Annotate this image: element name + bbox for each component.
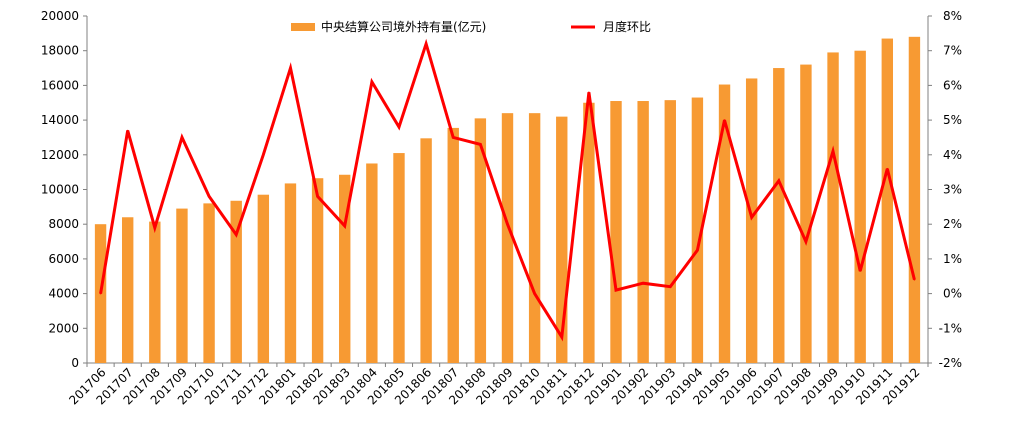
line-point: [832, 150, 834, 153]
left-tick-label: 8000: [48, 217, 79, 231]
line-point: [371, 81, 373, 83]
left-tick-label: 16000: [41, 78, 79, 92]
bar: [393, 153, 405, 363]
bar: [583, 102, 595, 363]
right-tick-label: 5%: [943, 113, 962, 127]
bar: [827, 52, 839, 364]
bar: [528, 113, 541, 363]
line-point: [99, 292, 102, 295]
bar: [637, 101, 649, 363]
line-point: [316, 195, 319, 198]
bar: [176, 208, 188, 363]
line-point: [181, 136, 183, 139]
bar: [474, 118, 487, 364]
line-point: [126, 129, 129, 132]
left-tick-label: 2000: [48, 321, 79, 335]
line-point: [913, 278, 916, 281]
bar: [121, 217, 134, 363]
line-point: [506, 223, 509, 225]
bar: [610, 101, 622, 363]
bar: [854, 50, 866, 363]
right-tick-label: 8%: [943, 9, 962, 23]
line-point: [805, 240, 807, 243]
bar: [691, 97, 704, 364]
bar: [230, 200, 242, 363]
bar: [284, 183, 297, 363]
line-point: [235, 233, 238, 236]
right-tick-label: 7%: [943, 44, 962, 58]
line-point: [777, 180, 780, 182]
line-point: [615, 289, 617, 291]
right-tick-label: -1%: [939, 321, 962, 335]
line-point: [588, 91, 590, 94]
line-point: [886, 167, 889, 170]
left-tick-label: 20000: [41, 9, 79, 23]
left-tick-label: 10000: [41, 183, 79, 197]
line-point: [642, 282, 644, 284]
line-point: [750, 216, 753, 219]
line-point: [398, 126, 400, 128]
line-point: [533, 292, 536, 295]
bar: [339, 174, 351, 363]
bar: [420, 138, 432, 363]
bar: [664, 100, 676, 364]
right-tick-label: -2%: [939, 356, 962, 370]
bar: [149, 221, 161, 363]
right-tick-label: 6%: [943, 78, 962, 92]
bar: [501, 113, 514, 363]
left-tick-label: 0: [71, 356, 79, 370]
line-point: [723, 119, 726, 121]
line-point: [343, 225, 346, 227]
bar: [745, 78, 758, 364]
left-tick-label: 14000: [41, 113, 79, 127]
line-point: [452, 136, 455, 139]
left-tick-label: 6000: [48, 252, 79, 266]
right-tick-label: 4%: [943, 148, 962, 162]
line-point: [154, 226, 156, 229]
bar: [257, 194, 270, 363]
right-tick-label: 0%: [943, 287, 962, 301]
bar: [773, 68, 785, 364]
bar: [718, 84, 731, 363]
line-point: [560, 336, 563, 338]
legend-bar-label: 中央结算公司境外持有量(亿元): [321, 19, 486, 34]
bar: [203, 203, 215, 363]
line-point: [859, 270, 861, 272]
line-point: [289, 67, 292, 69]
bar: [800, 64, 812, 363]
left-tick-label: 12000: [41, 148, 79, 162]
bar: [556, 116, 568, 363]
left-tick-label: 18000: [41, 44, 79, 58]
line-series: [99, 38, 916, 342]
bar: [881, 38, 894, 364]
left-tick-label: 4000: [48, 287, 79, 301]
line-point: [425, 42, 427, 45]
right-tick-label: 2%: [943, 217, 962, 231]
line-point: [696, 249, 699, 252]
bar: [366, 163, 378, 363]
bar: [447, 127, 459, 363]
bar-series: [94, 36, 921, 364]
right-tick-label: 3%: [943, 183, 962, 197]
line-point: [479, 143, 482, 146]
right-tick-label: 1%: [943, 252, 962, 266]
bar: [311, 178, 324, 363]
bar: [908, 36, 921, 363]
legend-bar-swatch: [291, 23, 315, 31]
legend-line-label: 月度环比: [603, 19, 651, 34]
legend: 中央结算公司境外持有量(亿元) 月度环比: [291, 19, 651, 34]
line-point: [262, 154, 265, 156]
line-point: [669, 285, 672, 288]
line-point: [208, 195, 210, 198]
